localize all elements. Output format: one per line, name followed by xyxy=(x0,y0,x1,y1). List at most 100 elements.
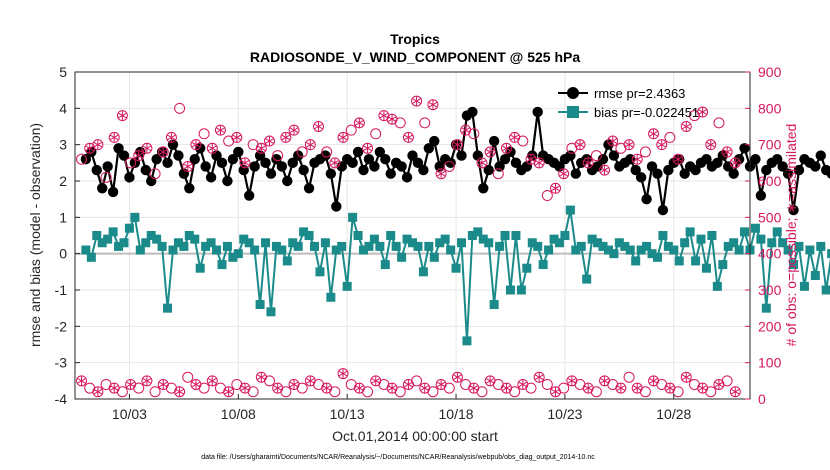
bias-point xyxy=(310,241,320,251)
obs-assimilated-stroke xyxy=(599,167,610,174)
obs-assimilated-stroke xyxy=(477,159,487,166)
obs-assimilated-stroke xyxy=(649,130,659,137)
bias-point xyxy=(778,238,788,248)
obs-assimilated-point xyxy=(665,383,675,394)
obs-possible-point xyxy=(280,386,292,398)
obs-possible-point xyxy=(492,168,504,180)
obs-assimilated-point xyxy=(673,154,683,165)
bias-point xyxy=(473,227,483,237)
y2-tick-label: 200 xyxy=(758,318,782,334)
obs-assimilated-point xyxy=(305,375,315,386)
rmse-point xyxy=(151,154,162,165)
obs-assimilated-point xyxy=(379,110,389,121)
y-tick-label: -3 xyxy=(55,355,68,371)
rmse-point xyxy=(788,204,799,216)
obs-assimilated-stroke xyxy=(501,145,512,152)
obs-assimilated-point xyxy=(313,121,324,132)
obs-possible-point xyxy=(509,386,521,398)
obs-possible-point xyxy=(443,382,455,394)
rmse-point xyxy=(222,175,233,187)
obs-assimilated-stroke xyxy=(387,385,397,392)
obs-assimilated-stroke xyxy=(158,149,168,155)
bias-point xyxy=(652,252,662,262)
obs-possible-point xyxy=(174,102,186,114)
obs-assimilated-point xyxy=(550,386,561,397)
obs-assimilated-stroke xyxy=(207,377,217,384)
bias-point xyxy=(729,238,739,248)
rmse-point xyxy=(701,154,712,165)
obs-assimilated-point xyxy=(567,375,577,386)
obs-assimilated-point xyxy=(649,128,659,139)
obs-assimilated-stroke xyxy=(126,381,136,388)
obs-assimilated-stroke xyxy=(730,388,740,395)
y2-tick-label: 700 xyxy=(758,137,782,153)
bias-point xyxy=(163,303,173,313)
bias-point xyxy=(184,231,194,240)
obs-assimilated-point xyxy=(330,157,340,168)
bias-point xyxy=(228,252,238,262)
x-tick-label: 10/03 xyxy=(112,406,147,422)
x-tick-label: 10/23 xyxy=(547,406,582,422)
obs-assimilated-point xyxy=(93,386,103,397)
obs-assimilated-point xyxy=(191,139,201,150)
plot-area xyxy=(75,72,750,399)
obs-assimilated-stroke xyxy=(550,388,561,395)
obs-possible-point xyxy=(198,128,210,140)
y-tick-label: 3 xyxy=(59,137,67,153)
rmse-point xyxy=(652,168,663,179)
bias-point xyxy=(293,241,303,251)
obs-assimilated-stroke xyxy=(240,385,250,392)
obs-assimilated-point xyxy=(583,157,593,168)
obs-assimilated-stroke xyxy=(322,385,332,392)
obs-assimilated-point xyxy=(526,154,536,165)
bias-point xyxy=(435,238,445,248)
obs-assimilated-stroke xyxy=(387,116,397,123)
bias-point xyxy=(636,245,646,255)
y2-tick-label: 400 xyxy=(758,246,782,262)
rmse-point xyxy=(739,143,750,154)
bias-point xyxy=(756,234,766,244)
obs-assimilated-point xyxy=(452,139,462,150)
bias-point xyxy=(233,249,243,259)
rmse-point xyxy=(352,146,364,158)
obs-assimilated-stroke xyxy=(681,123,691,130)
obs-assimilated-point xyxy=(403,379,413,390)
obs-assimilated-point xyxy=(583,383,593,394)
rmse-point xyxy=(162,157,173,169)
bias-point xyxy=(680,238,690,248)
bias-point xyxy=(533,241,543,251)
y2-tick-label: 0 xyxy=(758,391,766,407)
bias-point xyxy=(821,285,830,295)
obs-assimilated-stroke xyxy=(117,112,127,119)
obs-assimilated-point xyxy=(616,383,626,394)
obs-assimilated-point xyxy=(183,161,193,172)
y2-axis-label: # of obs: o=possible; ∗=assimilated xyxy=(783,124,799,347)
obs-assimilated-point xyxy=(338,132,348,143)
obs-assimilated-point xyxy=(420,383,430,394)
obs-assimilated-stroke xyxy=(158,381,168,388)
rmse-point xyxy=(287,157,298,169)
obs-assimilated-point xyxy=(166,132,176,143)
bias-point xyxy=(386,231,396,240)
obs-assimilated-stroke xyxy=(240,159,250,166)
obs-assimilated-stroke xyxy=(256,145,266,152)
bias-point xyxy=(685,227,695,237)
bias-point xyxy=(201,241,211,251)
rmse-point xyxy=(478,183,489,194)
obs-possible-point xyxy=(427,386,439,398)
obs-assimilated-point xyxy=(387,383,397,394)
bias-point xyxy=(642,241,652,251)
rmse-point xyxy=(118,150,130,161)
obs-possible-point xyxy=(639,386,651,398)
bias-point xyxy=(380,260,390,270)
obs-assimilated-point xyxy=(175,386,185,397)
bias-point xyxy=(222,241,232,251)
rmse-point xyxy=(282,175,293,187)
rmse-point xyxy=(102,161,113,172)
x-tick-label: 10/28 xyxy=(656,406,691,422)
obs-assimilated-point xyxy=(240,157,250,168)
obs-assimilated-point xyxy=(289,125,299,136)
rmse-point xyxy=(124,172,135,183)
obs-possible-point xyxy=(149,168,161,180)
